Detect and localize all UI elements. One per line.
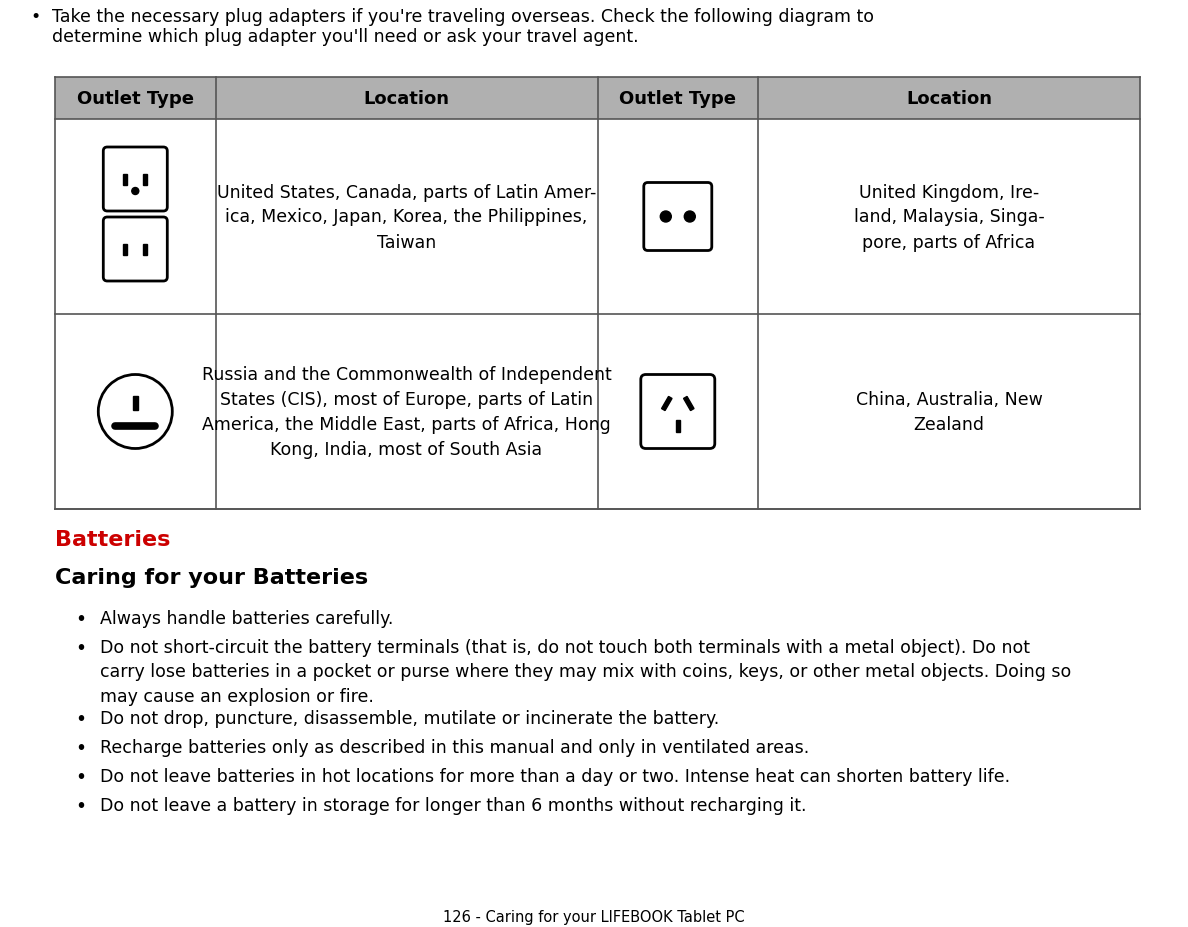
FancyBboxPatch shape [103,147,168,211]
Polygon shape [662,397,672,411]
Bar [144,174,147,185]
Text: Take the necessary plug adapters if you're traveling overseas. Check the followi: Take the necessary plug adapters if you'… [52,8,874,26]
Text: United States, Canada, parts of Latin Amer-
ica, Mexico, Japan, Korea, the Phili: United States, Canada, parts of Latin Am… [217,184,596,251]
Circle shape [132,188,139,196]
Bar [133,396,138,410]
Text: •: • [75,709,86,729]
Text: Location: Location [906,90,992,108]
Text: Always handle batteries carefully.: Always handle batteries carefully. [100,609,393,628]
Circle shape [661,211,671,222]
Text: Do not short-circuit the battery terminals (that is, do not touch both terminals: Do not short-circuit the battery termina… [100,639,1072,705]
Bar [124,244,127,255]
Bar [144,244,147,255]
Text: Do not leave a battery in storage for longer than 6 months without recharging it: Do not leave a battery in storage for lo… [100,796,807,814]
Text: Do not drop, puncture, disassemble, mutilate or incinerate the battery.: Do not drop, puncture, disassemble, muti… [100,709,719,727]
FancyBboxPatch shape [103,218,168,282]
Text: •: • [75,768,86,786]
Bar [55,78,1140,120]
Circle shape [99,375,172,449]
Text: •: • [75,796,86,815]
Polygon shape [676,420,680,432]
Text: Do not leave batteries in hot locations for more than a day or two. Intense heat: Do not leave batteries in hot locations … [100,768,1010,785]
Text: •: • [75,738,86,757]
Text: determine which plug adapter you'll need or ask your travel agent.: determine which plug adapter you'll need… [52,28,639,46]
Polygon shape [683,397,694,411]
Text: •: • [75,639,86,657]
Text: Russia and the Commonwealth of Independent
States (CIS), most of Europe, parts o: Russia and the Commonwealth of Independe… [202,365,612,459]
Bar [124,174,127,185]
Text: Recharge batteries only as described in this manual and only in ventilated areas: Recharge batteries only as described in … [100,738,809,756]
Text: Batteries: Batteries [55,529,170,550]
FancyBboxPatch shape [640,375,715,449]
Text: United Kingdom, Ire-
land, Malaysia, Singa-
pore, parts of Africa: United Kingdom, Ire- land, Malaysia, Sin… [854,184,1044,251]
Text: Caring for your Batteries: Caring for your Batteries [55,567,368,588]
Circle shape [684,211,695,222]
Text: Outlet Type: Outlet Type [77,90,194,108]
Text: Location: Location [364,90,449,108]
FancyBboxPatch shape [644,184,712,251]
Text: Outlet Type: Outlet Type [619,90,737,108]
Text: China, Australia, New
Zealand: China, Australia, New Zealand [855,390,1043,434]
Text: •: • [75,609,86,629]
Text: 126 - Caring for your LIFEBOOK Tablet PC: 126 - Caring for your LIFEBOOK Tablet PC [443,909,745,924]
Text: •: • [30,8,40,26]
